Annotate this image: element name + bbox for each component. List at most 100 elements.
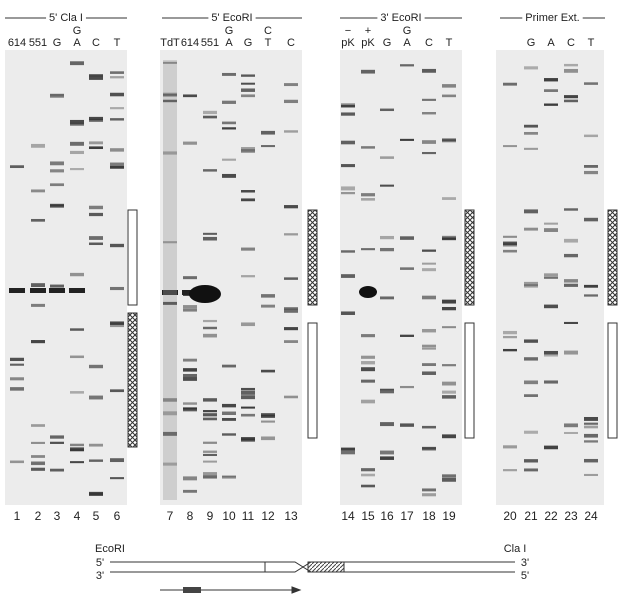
gel-band (524, 339, 538, 342)
gel-band (544, 78, 558, 81)
gel-band (361, 474, 375, 477)
gel-band (584, 165, 598, 168)
gel-band (203, 320, 217, 322)
gel-band (110, 93, 124, 97)
gel-band (400, 267, 414, 270)
gel-band (110, 76, 124, 78)
lane-label: G (53, 37, 62, 49)
lane-label: 551 (201, 37, 219, 49)
gel-band (422, 447, 436, 450)
gel-band (422, 263, 436, 265)
gel-band (341, 164, 355, 167)
hatched-bracket (128, 313, 137, 447)
lane-number: 21 (524, 509, 538, 523)
gel-band (442, 95, 456, 98)
strand (110, 562, 303, 572)
end-label: 5' (96, 557, 104, 569)
gel-band (544, 273, 558, 276)
gel-band (31, 340, 45, 343)
gel-band (341, 250, 355, 252)
gel-band (89, 206, 103, 209)
gel-band (422, 347, 436, 349)
gel-band (544, 103, 558, 105)
gel-band (110, 389, 124, 392)
gel-band (341, 448, 355, 451)
lane-number: 6 (114, 509, 121, 523)
lane-number: 15 (361, 509, 375, 523)
gel-band (361, 248, 375, 250)
hatched-segment (308, 562, 344, 572)
gel-band (89, 213, 103, 216)
lane-number: 3 (54, 509, 61, 523)
gel-band (50, 469, 64, 472)
end-label: 3' (96, 570, 104, 582)
open-bracket (608, 323, 617, 438)
lane-number: 2 (35, 509, 42, 523)
gel-band (203, 327, 217, 329)
gel-band (203, 111, 217, 114)
gel-band (183, 94, 197, 97)
gel-band (442, 382, 456, 386)
gel-band (241, 83, 255, 85)
gel-band (380, 156, 394, 159)
gel-band (89, 119, 103, 122)
panel-title: 3' EcoRI (380, 12, 421, 24)
gel-band (222, 174, 236, 178)
gel-band (50, 169, 64, 172)
gel-band (503, 236, 517, 238)
gel-band (341, 105, 355, 108)
gel-band (584, 434, 598, 438)
gel-band (361, 380, 375, 383)
lane-number: 8 (187, 509, 194, 523)
lane-label: A (547, 37, 555, 49)
gel-band (400, 386, 414, 388)
gel-band (222, 476, 236, 479)
gel-band (341, 186, 355, 190)
lane-number: 5 (93, 509, 100, 523)
gel-band (524, 209, 538, 213)
gel-band (241, 248, 255, 251)
gel-band (544, 276, 558, 278)
gel-band (89, 444, 103, 447)
lane-label: A (403, 37, 411, 49)
lane-number: 1 (14, 509, 21, 523)
gel-band (422, 329, 436, 332)
gel-band (442, 237, 456, 240)
gel-band (183, 374, 197, 377)
gel-band (70, 120, 84, 124)
gel-band (89, 396, 103, 400)
gel-band (89, 459, 103, 461)
gel-band (31, 462, 45, 465)
gel-band (241, 88, 255, 91)
open-bracket (308, 323, 317, 438)
gel-band (361, 468, 375, 471)
gel-band (442, 478, 456, 482)
gel-band (442, 197, 456, 200)
gel-background (5, 50, 127, 505)
gel-band (422, 250, 436, 252)
gel-band (203, 398, 217, 401)
gel-band (564, 254, 578, 257)
gel-band (69, 288, 85, 293)
lane-label: T (446, 37, 453, 49)
gel-band (544, 351, 558, 354)
gel-band (564, 279, 578, 282)
gel-band (183, 402, 197, 404)
gel-band (503, 250, 517, 253)
gel-band (222, 159, 236, 161)
lane-number: 4 (74, 509, 81, 523)
gel-band (70, 444, 84, 446)
gel-spot (189, 285, 221, 303)
gel-band (110, 477, 124, 479)
gel-band (584, 459, 598, 462)
gel-band (241, 322, 255, 326)
lane-label: T (588, 37, 595, 49)
lane-number: 24 (584, 509, 598, 523)
gel-band (110, 458, 124, 462)
gel-band (241, 388, 255, 390)
open-bracket (465, 323, 474, 438)
gel-band (564, 322, 578, 324)
gel-band (361, 193, 375, 196)
gel-band (361, 356, 375, 359)
gel-band (442, 84, 456, 88)
